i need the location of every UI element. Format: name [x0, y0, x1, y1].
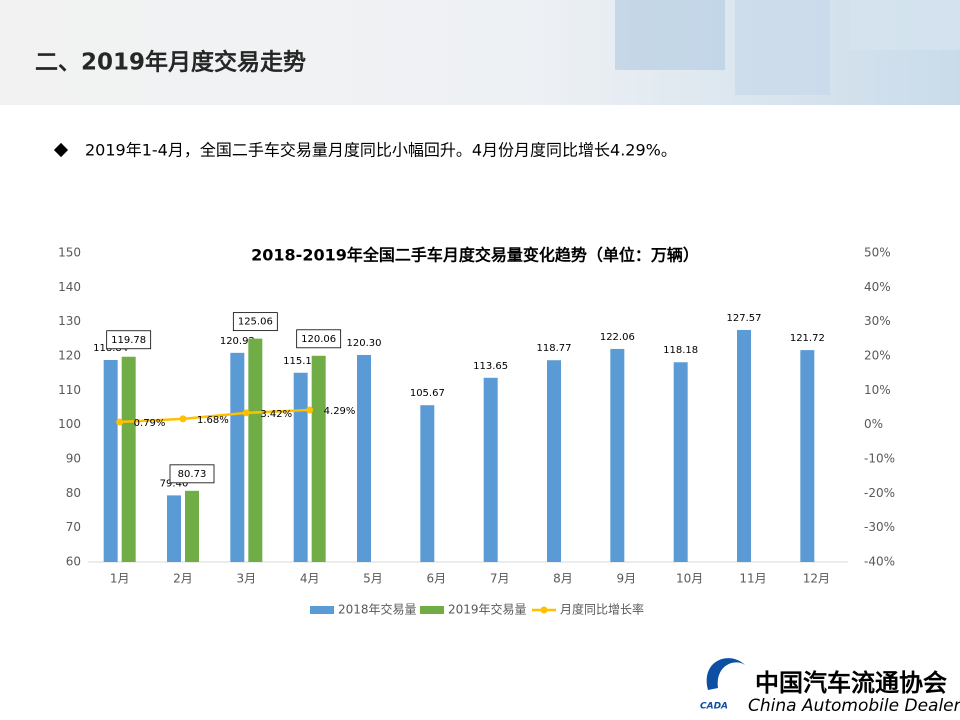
legend-label: 2018年交易量 — [338, 602, 417, 617]
y2-tick-label: 40% — [864, 280, 891, 294]
y-tick-label: 70 — [66, 520, 81, 534]
org-name: 中国汽车流通协会 — [755, 669, 947, 697]
bar — [121, 356, 136, 562]
x-tick-label: 10月 — [676, 572, 703, 586]
y2-tick-label: 20% — [864, 349, 891, 363]
y-tick-label: 120 — [58, 349, 81, 363]
x-tick-label: 11月 — [739, 572, 766, 586]
decor-cube — [615, 0, 725, 70]
line-point — [306, 406, 314, 414]
data-label: 120.92 — [220, 336, 255, 347]
x-tick-label: 3月 — [237, 572, 257, 586]
data-label-box — [169, 464, 215, 484]
bar — [311, 355, 326, 562]
decor-cube — [735, 0, 830, 95]
bar — [547, 360, 561, 562]
y-tick-label: 110 — [58, 383, 81, 397]
x-tick-label: 2月 — [173, 572, 193, 586]
data-label-box — [106, 330, 152, 350]
chart: 60 70 80 90 100 110 120 130 140 150 -40% -30% -20% -1… — [58, 246, 895, 617]
bar — [230, 352, 245, 562]
x-tick-label: 12月 — [803, 572, 830, 586]
legend-marker — [310, 606, 334, 614]
y-tick-label: 130 — [58, 314, 81, 328]
x-tick-label: 6月 — [427, 572, 447, 586]
data-label: 4.29% — [324, 406, 356, 417]
line-point — [179, 415, 187, 423]
line — [119, 408, 310, 424]
y2-tick-label: 10% — [864, 383, 891, 397]
data-label: 118.77 — [537, 343, 572, 354]
data-label: 122.06 — [600, 332, 635, 343]
bar — [737, 330, 751, 562]
bar — [103, 359, 118, 562]
data-label: 120.30 — [347, 338, 382, 349]
data-label: 105.67 — [410, 388, 445, 399]
bar — [357, 354, 371, 562]
logo-icon — [706, 658, 745, 690]
y-tick-label: 80 — [66, 486, 81, 500]
y-tick-label: 150 — [58, 246, 81, 260]
bar — [185, 490, 199, 562]
data-label: 127.57 — [727, 313, 762, 324]
x-tick-label: 8月 — [553, 572, 573, 586]
data-label: 125.06 — [238, 317, 273, 328]
y2-tick-label: -40% — [864, 555, 895, 569]
x-tick-label: 9月 — [617, 572, 637, 586]
data-label: 79.40 — [160, 478, 189, 489]
y-tick-label: 140 — [58, 280, 81, 294]
data-label: 115.12 — [283, 356, 318, 367]
bar — [293, 372, 308, 562]
x-tick-label: 5月 — [363, 572, 383, 586]
legend-marker — [420, 606, 444, 614]
header-title: 二、2019年月度交易走势 — [35, 49, 306, 76]
decor-cube — [850, 0, 960, 50]
legend-marker — [540, 606, 548, 614]
bar — [248, 338, 263, 562]
y-tick-label: 60 — [66, 555, 81, 569]
y2-tick-label: 0% — [864, 417, 883, 431]
data-label: 119.78 — [111, 335, 146, 346]
org-name-en: China Automobile Dealers — [748, 696, 960, 716]
data-label: 121.72 — [790, 333, 825, 344]
data-label: 113.65 — [473, 361, 508, 372]
y2-tick-label: -10% — [864, 452, 895, 466]
line-point — [242, 409, 250, 417]
line-point — [116, 418, 124, 426]
y2-tick-label: -30% — [864, 520, 895, 534]
bar — [610, 348, 625, 562]
data-label: 1.68% — [197, 415, 229, 426]
bullet-text: 2019年1-4月，全国二手车交易量月度同比小幅回升。4月份月度同比增长4.29… — [85, 141, 677, 160]
bar — [673, 362, 688, 562]
y-tick-label: 100 — [58, 417, 81, 431]
y2-tick-label: 30% — [864, 314, 891, 328]
legend-label: 2019年交易量 — [448, 602, 527, 617]
x-tick-label: 4月 — [300, 572, 320, 586]
chart-title: 2018-2019年全国二手车月度交易量变化趋势（单位：万辆） — [251, 246, 699, 265]
bar — [800, 350, 815, 562]
bar — [167, 495, 181, 562]
y2-tick-label: 50% — [864, 246, 891, 260]
data-label-box — [232, 312, 278, 332]
data-label: 118.18 — [663, 345, 698, 356]
bar — [483, 377, 498, 562]
data-label: 3.42% — [260, 409, 292, 420]
data-label: 0.79% — [134, 418, 166, 429]
data-label: 120.06 — [301, 334, 336, 345]
x-tick-label: 1月 — [110, 572, 130, 586]
bar — [420, 405, 435, 562]
logo-abbr: CADA — [700, 702, 728, 712]
x-tick-label: 7月 — [490, 572, 510, 586]
y-tick-label: 90 — [66, 452, 81, 466]
legend-label: 月度同比增长率 — [560, 602, 644, 617]
data-label: 80.73 — [178, 469, 207, 480]
data-label-box — [296, 329, 342, 349]
y2-tick-label: -20% — [864, 486, 895, 500]
